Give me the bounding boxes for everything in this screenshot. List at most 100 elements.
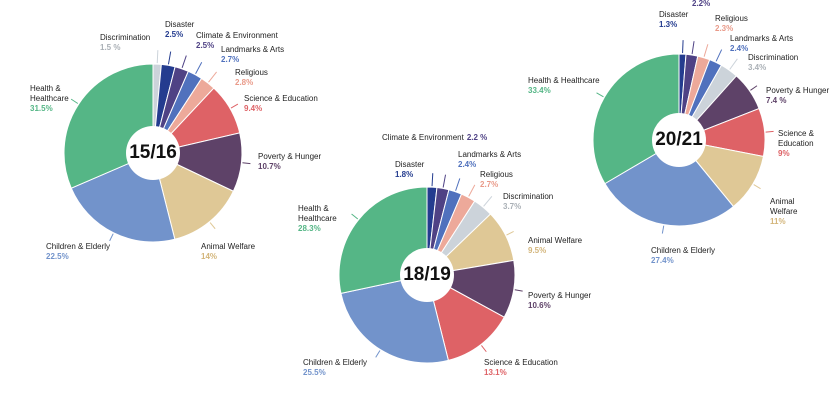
data-label: Poverty & Hunger 10.6% bbox=[528, 291, 591, 311]
leader-line bbox=[483, 195, 493, 207]
slice-percent: 9.5% bbox=[528, 246, 547, 255]
slice-percent: 14% bbox=[201, 252, 218, 261]
slice-percent: 28.3% bbox=[298, 224, 321, 233]
data-label: Landmarks & Arts 2.7% bbox=[221, 45, 284, 65]
pie-slice bbox=[152, 152, 235, 240]
slice-percent: 11% bbox=[770, 217, 786, 226]
slice-label: Climate & Environment bbox=[382, 133, 464, 142]
leader-line bbox=[703, 44, 709, 57]
data-label: Science & Education 9.4% bbox=[244, 94, 318, 114]
leader-line bbox=[729, 58, 738, 70]
slice-percent: 2.5% bbox=[165, 30, 184, 39]
leader-line bbox=[156, 50, 159, 64]
data-label: 2.2% bbox=[692, 0, 710, 9]
slice-percent: 2.2 % bbox=[466, 133, 488, 142]
slice-label: Children & Elderly bbox=[303, 358, 368, 367]
leader-line bbox=[431, 173, 434, 187]
slice-label: Health & Healthcare bbox=[298, 204, 337, 223]
slice-percent: 25.5% bbox=[303, 368, 326, 377]
slice-percent: 1.8% bbox=[395, 170, 414, 179]
slice-percent: 9.4% bbox=[244, 104, 263, 113]
data-label: Science & Education 9% bbox=[778, 129, 814, 159]
slice-label: Discrimination bbox=[503, 192, 554, 201]
slice-label: Children & Elderly bbox=[46, 242, 111, 251]
data-label: Children & Elderly 27.4% bbox=[651, 246, 715, 266]
slice-label: Climate & Environment bbox=[196, 31, 278, 40]
leader-line bbox=[661, 225, 665, 234]
data-label: Religious 2.8% bbox=[235, 68, 268, 88]
slice-label: Disaster bbox=[659, 10, 689, 19]
pie-18-19 bbox=[338, 173, 523, 364]
leader-line bbox=[715, 49, 723, 62]
leader-line bbox=[209, 222, 216, 230]
slice-label: Poverty & Hunger bbox=[528, 291, 592, 300]
slice-percent: 2.7% bbox=[480, 180, 499, 189]
leader-line bbox=[351, 213, 359, 220]
leader-line bbox=[109, 233, 114, 242]
data-label: Religious 2.3% bbox=[715, 14, 748, 34]
pie-15-16 bbox=[63, 50, 251, 243]
slice-label: Science & Education bbox=[244, 94, 318, 103]
slice-label: Poverty & Hunger bbox=[258, 152, 322, 161]
data-label: Climate & Environment 2.2 % bbox=[382, 133, 487, 143]
slice-label: Landmarks & Arts bbox=[458, 150, 522, 159]
data-label: Health & Healthcare 33.4% bbox=[528, 76, 600, 96]
slice-percent: 3.7% bbox=[503, 202, 522, 211]
slice-percent: 2.7% bbox=[221, 55, 240, 64]
leader-line bbox=[514, 289, 523, 292]
slice-label: Religious bbox=[235, 68, 268, 77]
data-label: Disaster 1.3% bbox=[659, 10, 688, 30]
leader-line bbox=[375, 350, 381, 358]
slice-percent: 9% bbox=[778, 149, 790, 158]
slice-label: Disaster bbox=[165, 20, 195, 29]
slice-percent: 10.6% bbox=[528, 301, 551, 310]
slice-label: Discrimination bbox=[100, 33, 151, 42]
slice-percent: 2.4% bbox=[730, 44, 749, 53]
slice-label: Science & Education bbox=[484, 358, 558, 367]
slice-label: Landmarks & Arts bbox=[221, 45, 285, 54]
data-label: Discrimination 3.7% bbox=[503, 192, 553, 212]
data-label: Children & Elderly 25.5% bbox=[303, 358, 367, 378]
pie-20-21 bbox=[592, 40, 774, 234]
donut-hole bbox=[126, 126, 180, 180]
slice-label: Health & Healthcare bbox=[528, 76, 600, 85]
data-label: Poverty & Hunger 7.4 % bbox=[766, 86, 829, 106]
donut-hole bbox=[652, 113, 706, 167]
slice-percent: 7.4 % bbox=[766, 96, 787, 105]
leader-line bbox=[691, 41, 695, 55]
slice-label: Discrimination bbox=[748, 53, 799, 62]
leader-line bbox=[70, 98, 79, 104]
slice-percent: 33.4% bbox=[528, 86, 551, 95]
slice-percent: 22.5% bbox=[46, 252, 69, 261]
data-label: Science & Education 13.1% bbox=[484, 358, 558, 378]
leader-line bbox=[181, 55, 187, 69]
leader-line bbox=[596, 92, 604, 98]
data-label: Animal Welfare 9.5% bbox=[528, 236, 582, 256]
slice-label: Health & Healthcare bbox=[30, 84, 69, 103]
slice-label: Religious bbox=[480, 170, 513, 179]
data-label: Climate & Environment 2.5% bbox=[196, 31, 278, 51]
slice-percent: 10.7% bbox=[258, 162, 281, 171]
leader-line bbox=[481, 345, 487, 353]
leader-line bbox=[208, 71, 217, 83]
leader-line bbox=[468, 184, 476, 197]
slice-percent: 2.4% bbox=[458, 160, 477, 169]
slice-label: Science & Education bbox=[778, 129, 815, 148]
pie-title: 18/19 bbox=[403, 264, 451, 285]
data-label: Disaster 2.5% bbox=[165, 20, 194, 40]
slice-label: Disaster bbox=[395, 160, 425, 169]
slice-label: Poverty & Hunger bbox=[766, 86, 830, 95]
leader-line bbox=[750, 85, 758, 91]
leader-line bbox=[167, 51, 172, 65]
data-label: Animal Welfare 14% bbox=[201, 242, 255, 262]
data-label: Animal Welfare 11% bbox=[770, 197, 797, 227]
slice-label: Landmarks & Arts bbox=[730, 34, 794, 43]
data-label: Poverty & Hunger 10.7% bbox=[258, 152, 321, 172]
slice-percent: 2.3% bbox=[715, 24, 734, 33]
slice-label: Religious bbox=[715, 14, 748, 23]
slice-percent: 1.3% bbox=[659, 20, 678, 29]
slice-percent: 1.5 % bbox=[100, 43, 121, 52]
data-label: Discrimination 3.4% bbox=[748, 53, 798, 73]
